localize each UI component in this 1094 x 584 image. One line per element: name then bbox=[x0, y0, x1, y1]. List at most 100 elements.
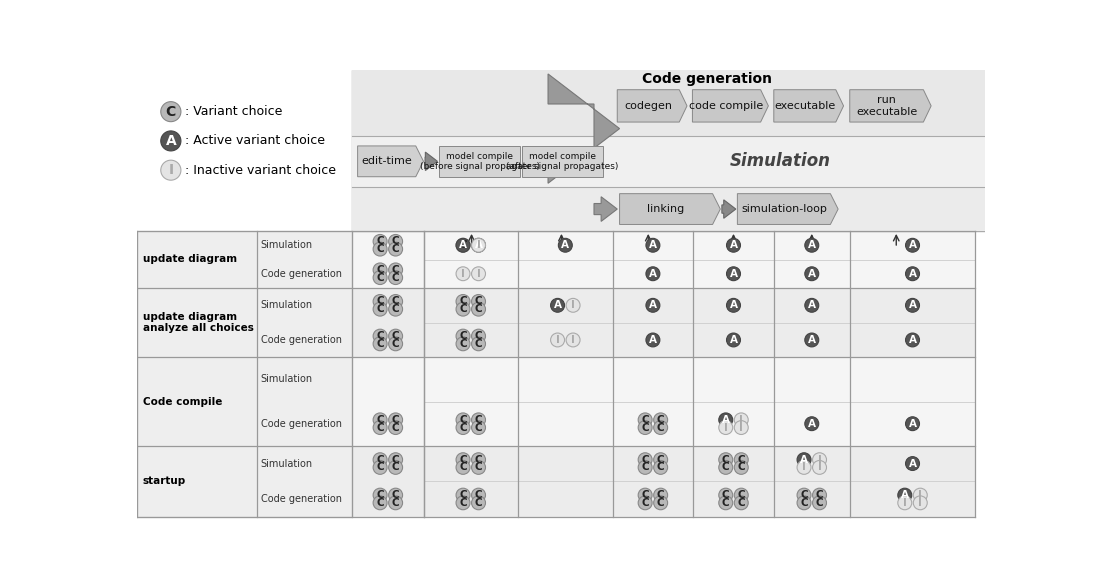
Circle shape bbox=[654, 496, 667, 510]
Text: C: C bbox=[376, 415, 384, 425]
Text: C: C bbox=[656, 498, 664, 508]
Text: C: C bbox=[392, 415, 399, 425]
Text: C: C bbox=[475, 423, 482, 433]
Text: C: C bbox=[800, 498, 807, 508]
Circle shape bbox=[719, 460, 733, 474]
Text: I: I bbox=[918, 490, 922, 500]
Circle shape bbox=[734, 488, 748, 502]
Text: C: C bbox=[475, 331, 482, 341]
Circle shape bbox=[472, 488, 486, 502]
Circle shape bbox=[373, 420, 387, 434]
Circle shape bbox=[388, 453, 403, 467]
Text: A: A bbox=[908, 419, 917, 429]
Circle shape bbox=[645, 238, 660, 252]
Circle shape bbox=[558, 238, 572, 252]
Circle shape bbox=[805, 333, 818, 347]
Text: C: C bbox=[475, 415, 482, 425]
Text: C: C bbox=[737, 498, 745, 508]
Circle shape bbox=[645, 267, 660, 281]
Text: : Variant choice: : Variant choice bbox=[185, 105, 282, 118]
Text: executable: executable bbox=[775, 101, 836, 111]
Text: A: A bbox=[561, 240, 569, 251]
Circle shape bbox=[798, 460, 811, 474]
Text: C: C bbox=[816, 490, 824, 500]
Text: linking: linking bbox=[648, 204, 685, 214]
Text: C: C bbox=[392, 339, 399, 349]
Circle shape bbox=[906, 298, 919, 312]
Polygon shape bbox=[850, 90, 931, 122]
Circle shape bbox=[388, 420, 403, 434]
Polygon shape bbox=[773, 90, 843, 122]
Circle shape bbox=[388, 234, 403, 248]
Circle shape bbox=[654, 460, 667, 474]
Text: I: I bbox=[918, 498, 922, 508]
Text: C: C bbox=[459, 498, 467, 508]
Circle shape bbox=[654, 488, 667, 502]
Circle shape bbox=[638, 488, 652, 502]
Text: C: C bbox=[475, 463, 482, 472]
Text: C: C bbox=[392, 265, 399, 275]
Circle shape bbox=[472, 460, 486, 474]
Circle shape bbox=[726, 333, 741, 347]
Polygon shape bbox=[619, 194, 720, 224]
Text: A: A bbox=[475, 240, 482, 251]
Bar bbox=[352, 70, 985, 231]
Text: C: C bbox=[641, 463, 649, 472]
Circle shape bbox=[726, 267, 741, 281]
Text: I: I bbox=[740, 415, 743, 425]
Text: C: C bbox=[475, 297, 482, 307]
Circle shape bbox=[726, 298, 741, 312]
Text: C: C bbox=[376, 339, 384, 349]
Circle shape bbox=[456, 303, 470, 316]
Circle shape bbox=[719, 488, 733, 502]
Polygon shape bbox=[358, 146, 423, 177]
Circle shape bbox=[719, 413, 733, 427]
Bar bbox=[352, 357, 975, 446]
Circle shape bbox=[388, 496, 403, 510]
Text: A: A bbox=[908, 335, 917, 345]
Circle shape bbox=[373, 488, 387, 502]
Bar bbox=[352, 288, 975, 357]
Circle shape bbox=[805, 238, 818, 252]
Text: C: C bbox=[737, 490, 745, 500]
Circle shape bbox=[719, 420, 733, 434]
Text: Code generation: Code generation bbox=[260, 494, 341, 504]
Circle shape bbox=[472, 238, 486, 252]
Circle shape bbox=[906, 417, 919, 430]
Text: A: A bbox=[807, 335, 816, 345]
Circle shape bbox=[373, 263, 387, 277]
Text: C: C bbox=[641, 415, 649, 425]
Circle shape bbox=[638, 453, 652, 467]
Circle shape bbox=[472, 238, 486, 252]
Text: C: C bbox=[475, 455, 482, 465]
Circle shape bbox=[566, 333, 580, 347]
Circle shape bbox=[373, 413, 387, 427]
Text: update diagram
analyze all choices: update diagram analyze all choices bbox=[143, 312, 254, 333]
Text: model compile
(before signal propagates): model compile (before signal propagates) bbox=[420, 152, 539, 171]
Text: Simulation: Simulation bbox=[260, 374, 313, 384]
Text: C: C bbox=[392, 273, 399, 283]
Circle shape bbox=[898, 488, 911, 502]
Polygon shape bbox=[548, 74, 619, 183]
Text: Code compile: Code compile bbox=[143, 397, 222, 406]
Text: I: I bbox=[740, 423, 743, 433]
Text: edit-time: edit-time bbox=[361, 157, 412, 166]
Text: A: A bbox=[649, 240, 656, 251]
Circle shape bbox=[456, 294, 470, 308]
Text: Code generation: Code generation bbox=[260, 419, 341, 429]
Circle shape bbox=[813, 460, 826, 474]
Text: I: I bbox=[724, 423, 728, 433]
Text: C: C bbox=[656, 490, 664, 500]
Circle shape bbox=[456, 453, 470, 467]
Text: Code generation: Code generation bbox=[260, 269, 341, 279]
Circle shape bbox=[638, 460, 652, 474]
Text: A: A bbox=[730, 269, 737, 279]
Text: C: C bbox=[816, 498, 824, 508]
Text: I: I bbox=[477, 269, 480, 279]
Text: C: C bbox=[376, 304, 384, 314]
Text: C: C bbox=[376, 490, 384, 500]
Text: C: C bbox=[641, 455, 649, 465]
Text: C: C bbox=[475, 490, 482, 500]
Text: A: A bbox=[908, 269, 917, 279]
Text: A: A bbox=[807, 240, 816, 251]
